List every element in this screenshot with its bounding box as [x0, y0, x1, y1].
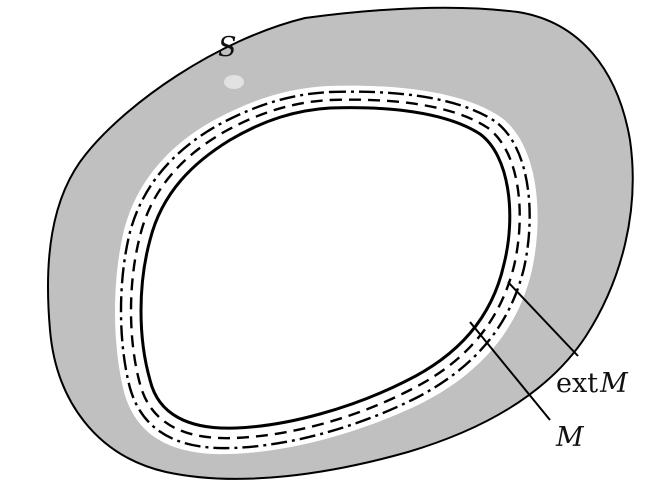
label-ext-operator: ext — [556, 368, 598, 399]
m-solid-curve — [139, 106, 512, 430]
m-dashed-curve — [129, 98, 521, 440]
label-s: S — [218, 32, 237, 63]
s-highlight-mark — [224, 75, 244, 89]
m-leader-line — [469, 321, 551, 421]
label-m: M — [555, 422, 585, 453]
ext-m-leader-line — [507, 281, 579, 357]
label-ext-m: extM — [556, 368, 629, 399]
ext-m-boundary — [119, 90, 531, 450]
label-ext-argument: M — [599, 368, 629, 399]
